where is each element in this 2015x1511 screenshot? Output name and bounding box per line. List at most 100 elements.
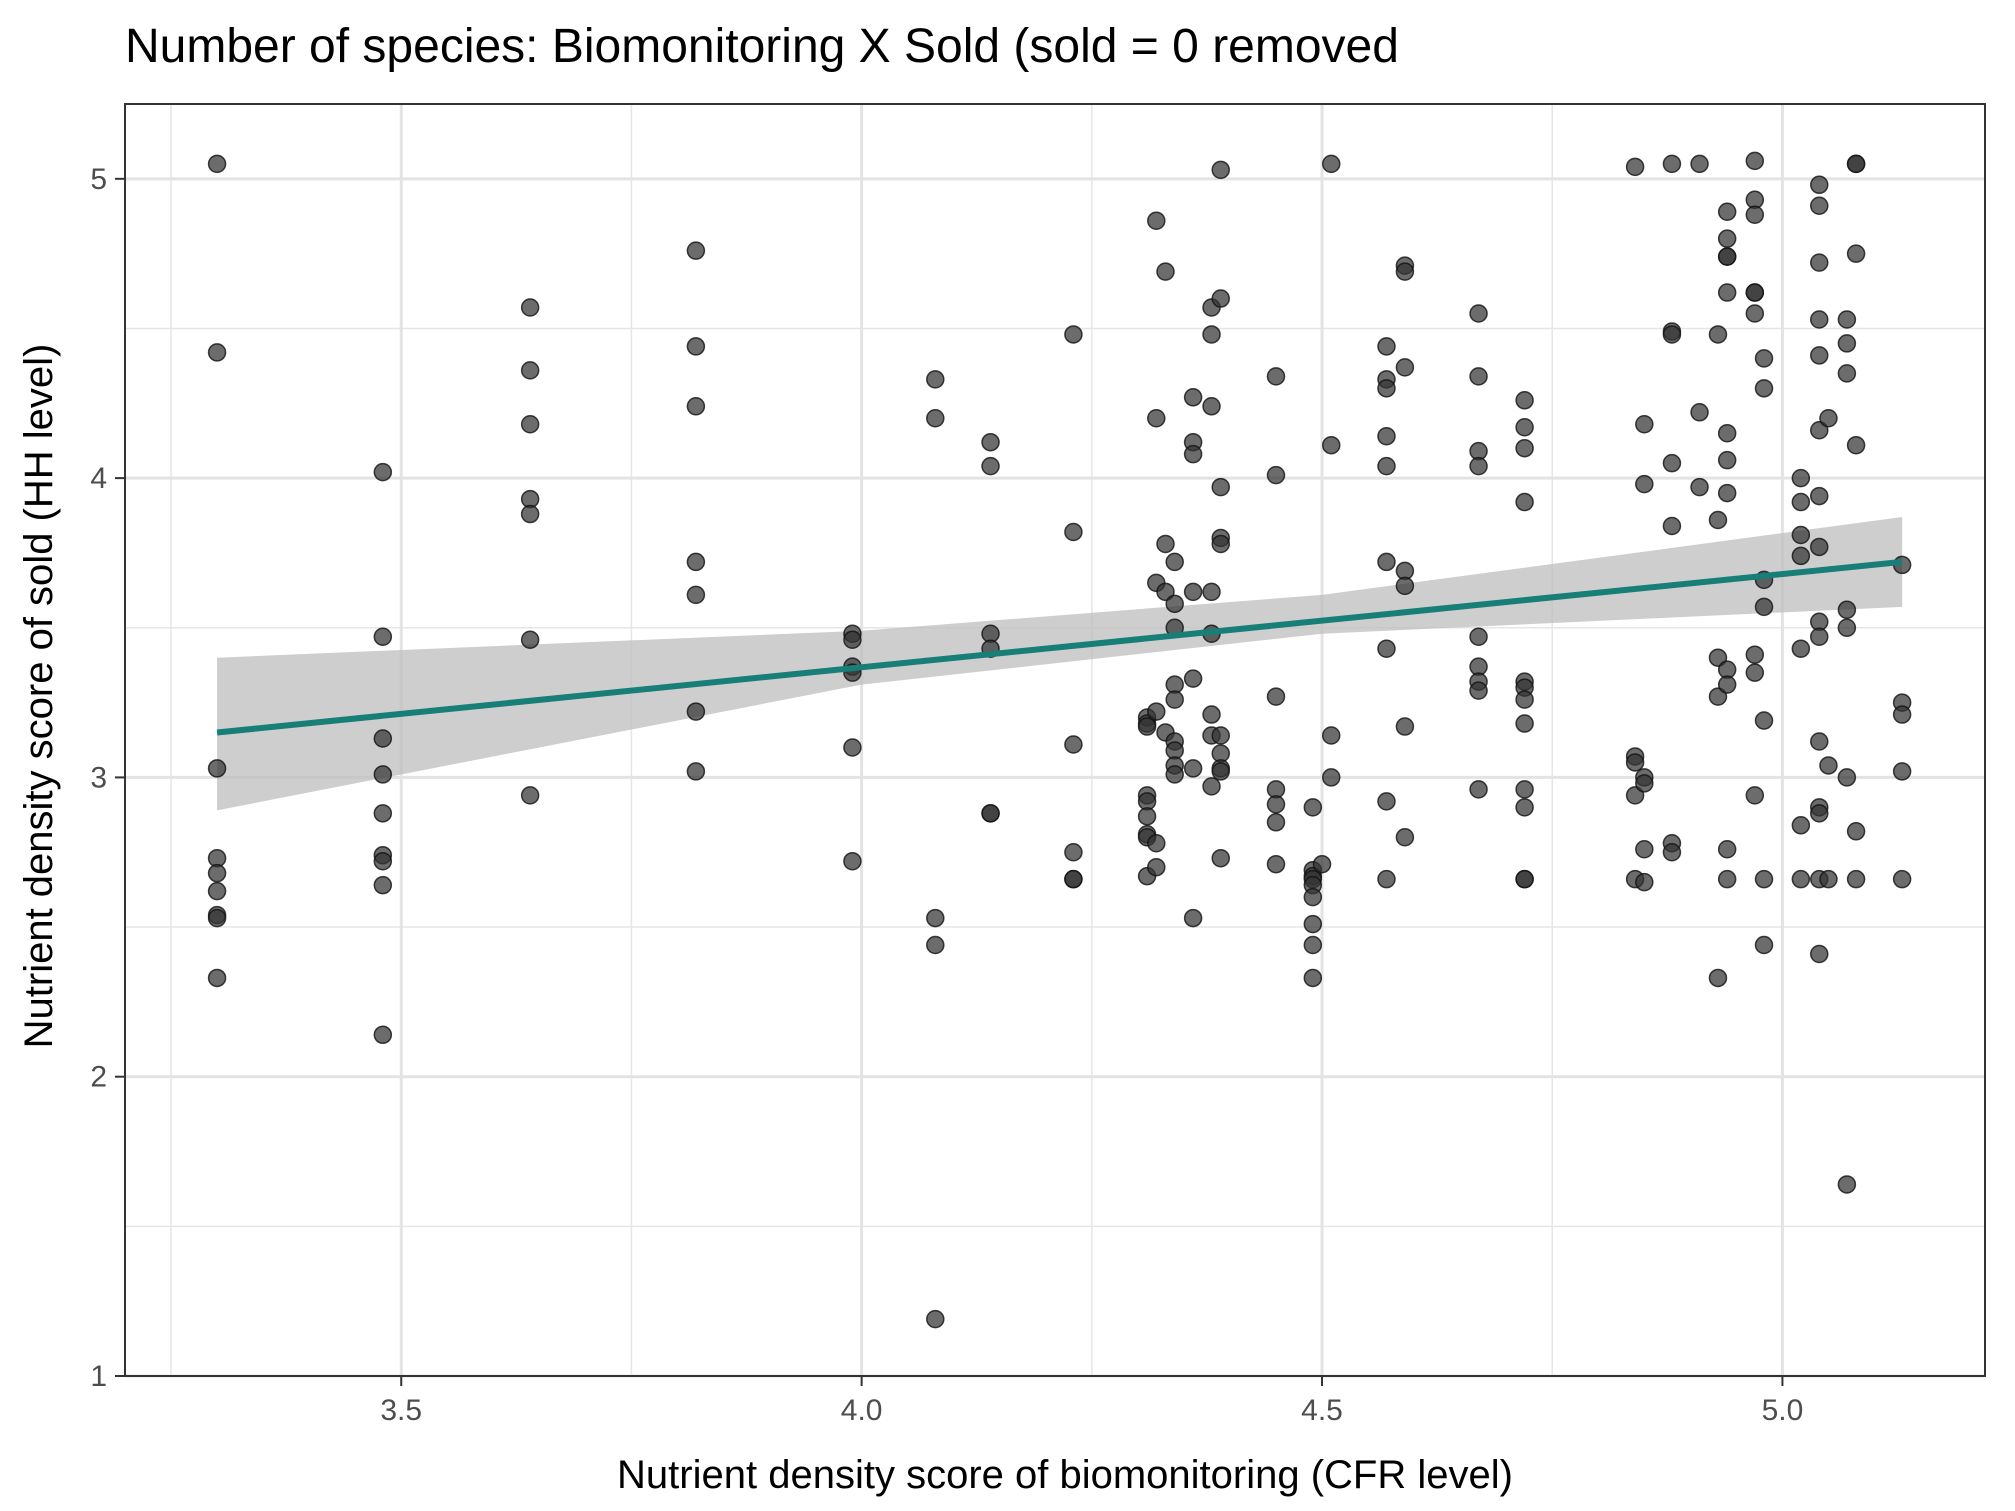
plot-panel [124,103,1986,1378]
data-point [1469,681,1488,700]
data-point [1819,869,1838,889]
data-point [843,851,862,871]
data-point [1625,157,1645,177]
data-point [1635,774,1654,793]
data-point [1846,154,1866,174]
data-point [1708,968,1728,988]
data-point [1635,414,1654,434]
data-point [1791,639,1811,658]
y-tick-label: 5 [90,163,107,196]
data-point [1745,645,1765,664]
data-point [843,630,862,649]
data-point [1810,175,1829,195]
data-point [1635,474,1654,494]
data-point [1469,456,1488,476]
data-point [1515,869,1534,889]
data-point [1183,444,1203,464]
data-point [686,762,706,781]
data-point [1147,834,1166,853]
data-point [1395,828,1415,847]
data-point [1064,522,1083,542]
data-point [686,241,706,260]
data-point [1625,753,1645,772]
data-point [1211,160,1230,180]
data-point [1211,762,1230,781]
data-point [1303,887,1323,907]
data-point [1395,262,1415,281]
data-point [1211,477,1230,497]
data-point [1810,196,1829,216]
data-point [1745,663,1765,682]
data-point [1137,717,1157,736]
data-point [1846,869,1866,889]
data-point [1690,403,1709,422]
data-point [1515,714,1534,733]
data-point [1810,310,1829,329]
data-point [1147,857,1166,877]
data-point [1635,872,1654,892]
y-axis: 1 2 3 4 5 [90,163,125,1393]
data-point [1837,600,1857,620]
data-point [926,370,945,389]
data-point [373,765,393,784]
data-point [981,804,1000,823]
data-point [1303,968,1323,988]
data-point [1717,283,1737,302]
data-point [1377,639,1396,658]
data-point [1662,325,1682,344]
data-point [1717,229,1737,248]
data-point [1717,675,1737,694]
data-point [373,1025,393,1045]
data-point [1846,244,1866,263]
data-point [1690,154,1709,174]
data-point [1266,854,1286,874]
data-point [1377,337,1396,356]
data-point [1303,914,1323,934]
data-point [1211,726,1230,745]
data-point [207,881,227,901]
data-point [1810,253,1829,272]
fit-line-layer [216,558,1903,736]
data-point [1791,816,1811,835]
data-point [1662,516,1682,536]
data-point [1819,756,1838,775]
data-point [520,504,540,524]
data-point [1754,349,1774,368]
data-point [1137,807,1157,826]
data-point [1377,456,1396,476]
data-point [207,154,227,174]
data-point [1183,669,1203,688]
data-point [926,409,945,428]
data-point [1147,702,1166,721]
data-point [1745,304,1765,323]
data-point [1810,944,1829,964]
data-point [520,630,540,649]
data-point [1837,1175,1857,1194]
data-point [1377,552,1396,572]
data-point [1202,397,1221,416]
data-point [981,432,1000,452]
data-point [1745,205,1765,224]
x-axis-title: Nutrient density score of biomonitoring … [617,1453,1513,1497]
data-point [373,851,393,871]
data-point [1266,795,1286,814]
panel-border [124,103,1986,1377]
data-point [1469,627,1488,646]
data-point [1395,717,1415,736]
data-point [207,908,227,928]
data-point [520,298,540,317]
data-point [1147,211,1166,230]
data-point [373,875,393,895]
data-point [686,552,706,572]
data-point [1810,732,1829,751]
data-point [1717,202,1737,221]
data-point [1708,325,1728,344]
data-point [207,863,227,883]
data-point [1064,869,1083,889]
data-point [686,397,706,416]
data-point [1745,151,1765,171]
data-point [926,908,945,928]
data-point [1837,618,1857,638]
data-point [1837,364,1857,383]
